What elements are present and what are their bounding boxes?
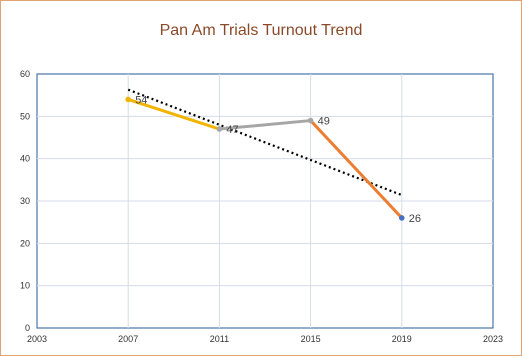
trendline [127, 88, 403, 197]
series-line [217, 119, 313, 131]
data-labels: 54 47 49 26 [135, 94, 421, 225]
series-line [309, 119, 404, 220]
y-tick-label: 40 [20, 154, 30, 164]
y-tick-label: 50 [20, 111, 30, 121]
data-label: 49 [318, 116, 330, 128]
series-lines [126, 97, 404, 220]
trendline-path [127, 88, 403, 197]
data-point [399, 215, 405, 221]
x-tick-label: 2011 [210, 334, 229, 344]
series-line [126, 97, 221, 131]
x-tick-label: 2019 [392, 334, 412, 344]
x-tick-label: 2015 [301, 334, 321, 344]
y-tick-label: 0 [25, 323, 30, 333]
data-label: 54 [135, 94, 147, 106]
y-tick-label: 20 [20, 238, 30, 248]
y-tick-label: 10 [20, 281, 30, 291]
data-label: 26 [409, 213, 421, 225]
grid [37, 74, 493, 328]
axis-ticks: 0 10 20 30 40 50 60 2003 2007 2011 2015 2019 2023 [20, 69, 503, 344]
data-label: 47 [226, 124, 238, 136]
x-tick-label: 2003 [27, 334, 47, 344]
chart-title: Pan Am Trials Turnout Trend [159, 22, 363, 39]
data-point [125, 96, 131, 103]
data-point [307, 117, 314, 124]
series-points [125, 96, 405, 221]
y-tick-label: 60 [20, 69, 30, 79]
data-point [216, 126, 223, 132]
y-tick-label: 30 [20, 196, 30, 206]
x-tick-label: 2023 [483, 334, 503, 344]
x-tick-label: 2007 [118, 334, 138, 344]
